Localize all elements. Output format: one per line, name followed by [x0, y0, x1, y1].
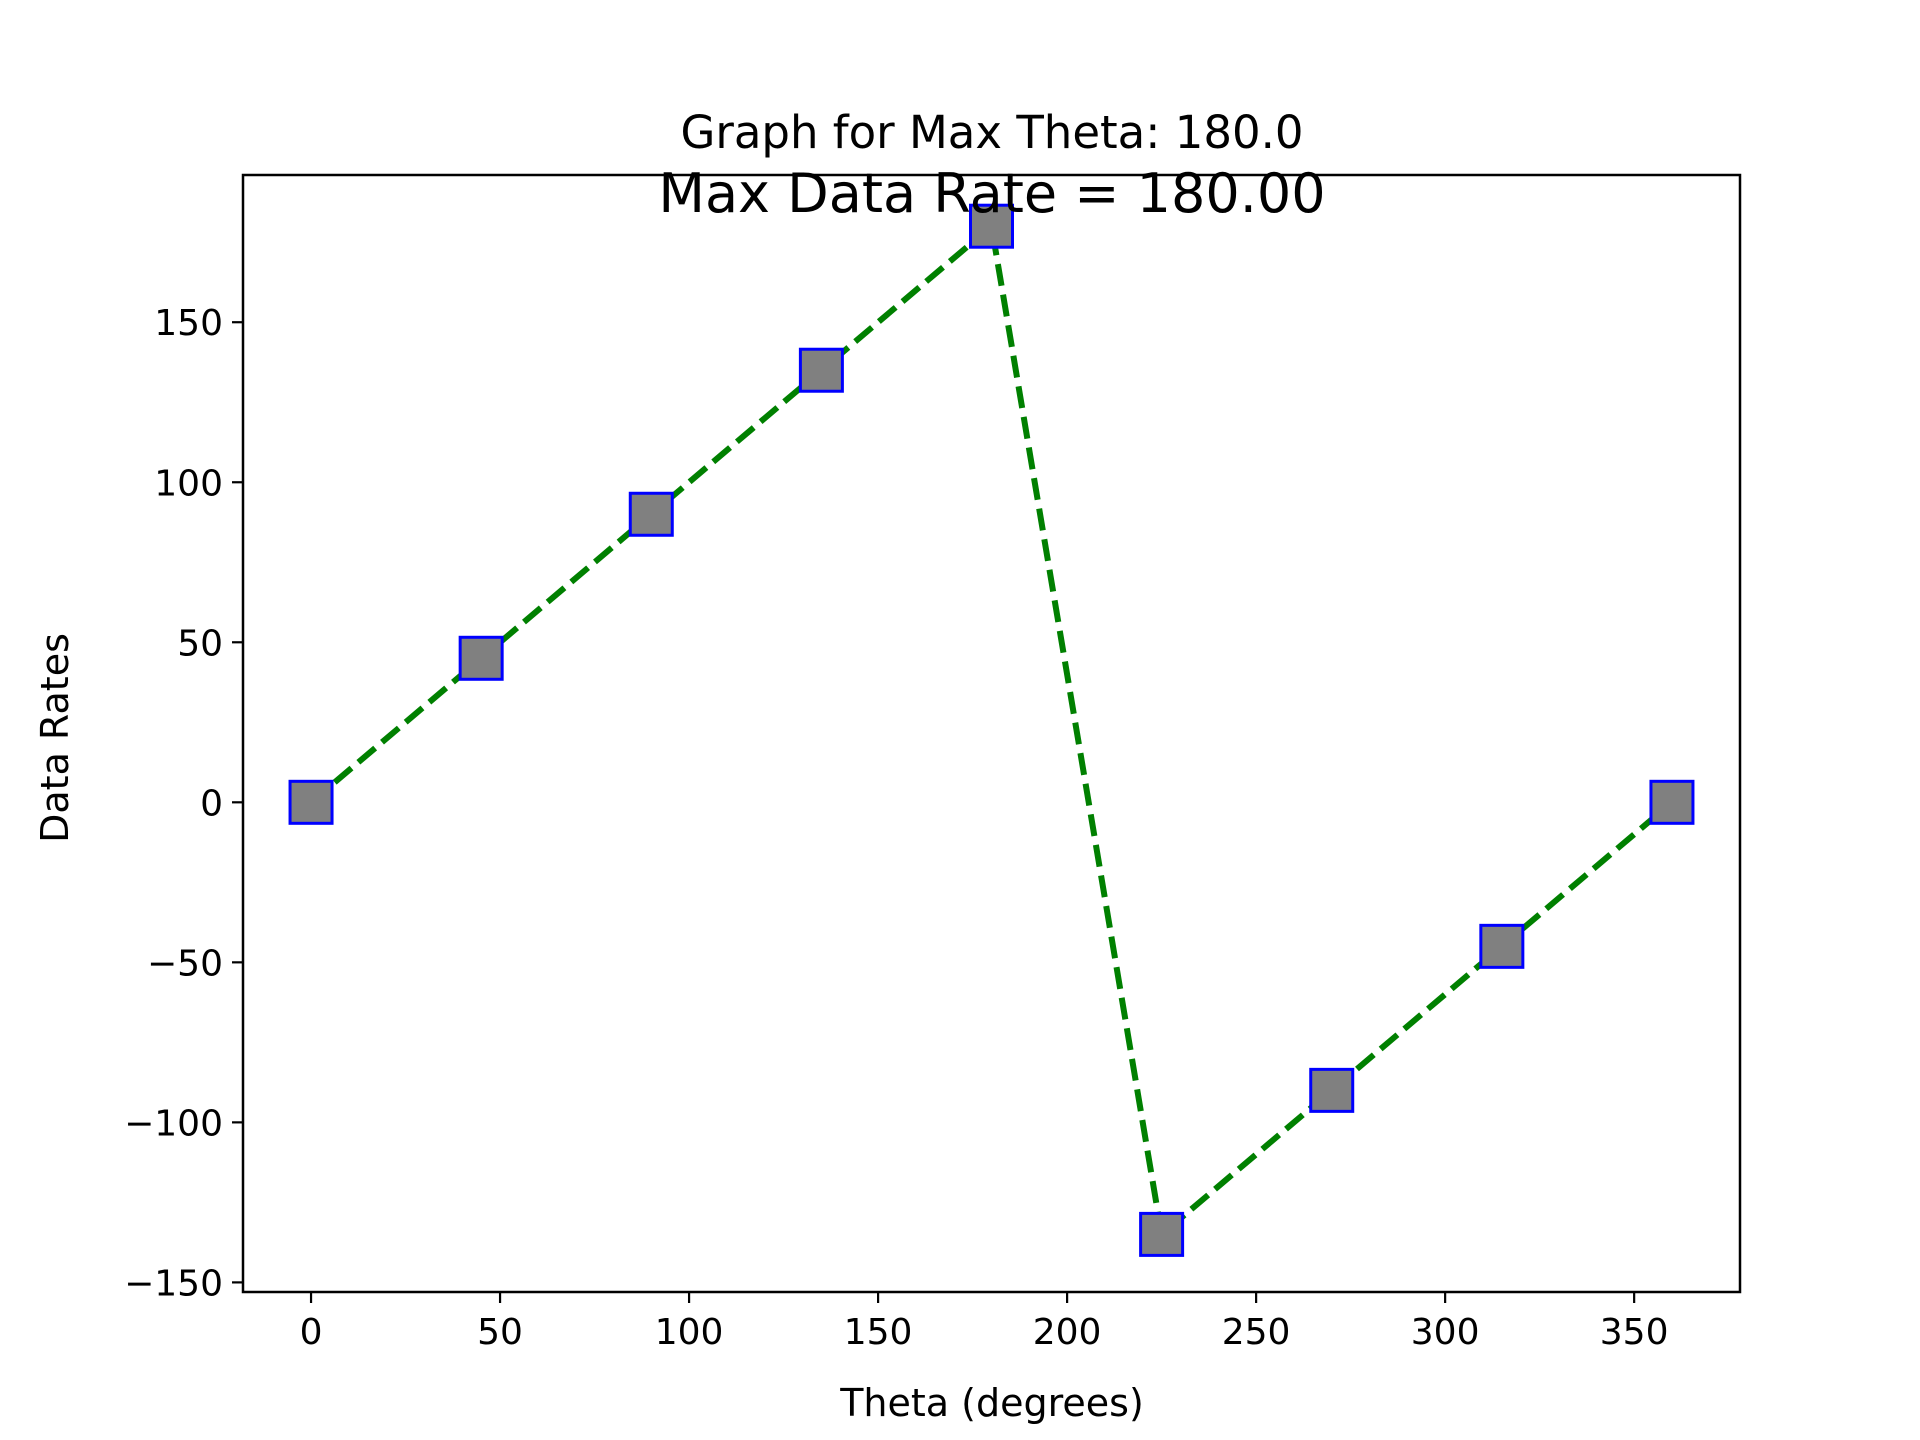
y-tick-label: 50 [177, 623, 223, 664]
y-tick-label: −150 [124, 1263, 223, 1304]
data-point-marker [1309, 1067, 1355, 1113]
y-tick-label: 150 [154, 303, 223, 344]
x-tick-label: 250 [1222, 1312, 1291, 1353]
y-tick-label: −100 [124, 1103, 223, 1144]
y-tick-label: 100 [154, 463, 223, 504]
x-tick-label: 50 [477, 1312, 523, 1353]
max-data-rate-annotation: Max Data Rate = 180.00 [658, 162, 1325, 225]
series-layer [288, 203, 1695, 1257]
plot-frame [241, 173, 1742, 1294]
series-line [309, 220, 1674, 1241]
y-tick-label: −50 [147, 943, 223, 984]
y-axis-label: Data Rates [33, 633, 77, 843]
data-point-marker [798, 347, 844, 393]
data-point-marker [288, 779, 334, 825]
chart-title: Graph for Max Theta: 180.0 [680, 106, 1303, 159]
data-point-marker [1649, 779, 1695, 825]
x-tick-label: 300 [1411, 1312, 1480, 1353]
x-tick-label: 200 [1033, 1312, 1102, 1353]
ticks-layer: 0 50 100 150 200 250 300 350 −150 −100 −50 0 50 100 15… [124, 303, 1668, 1353]
x-tick-label: 350 [1600, 1312, 1669, 1353]
x-tick-label: 100 [655, 1312, 724, 1353]
y-tick-label: 0 [200, 783, 223, 824]
x-tick-label: 0 [300, 1312, 323, 1353]
data-point-marker [1479, 923, 1525, 969]
plot-area [243, 175, 1740, 1292]
x-tick-label: 150 [844, 1312, 913, 1353]
data-point-marker [458, 635, 504, 681]
data-point-marker [1139, 1211, 1185, 1257]
data-point-marker [969, 203, 1014, 249]
x-axis-label: Theta (degrees) [839, 1381, 1144, 1425]
data-point-marker [628, 491, 674, 537]
